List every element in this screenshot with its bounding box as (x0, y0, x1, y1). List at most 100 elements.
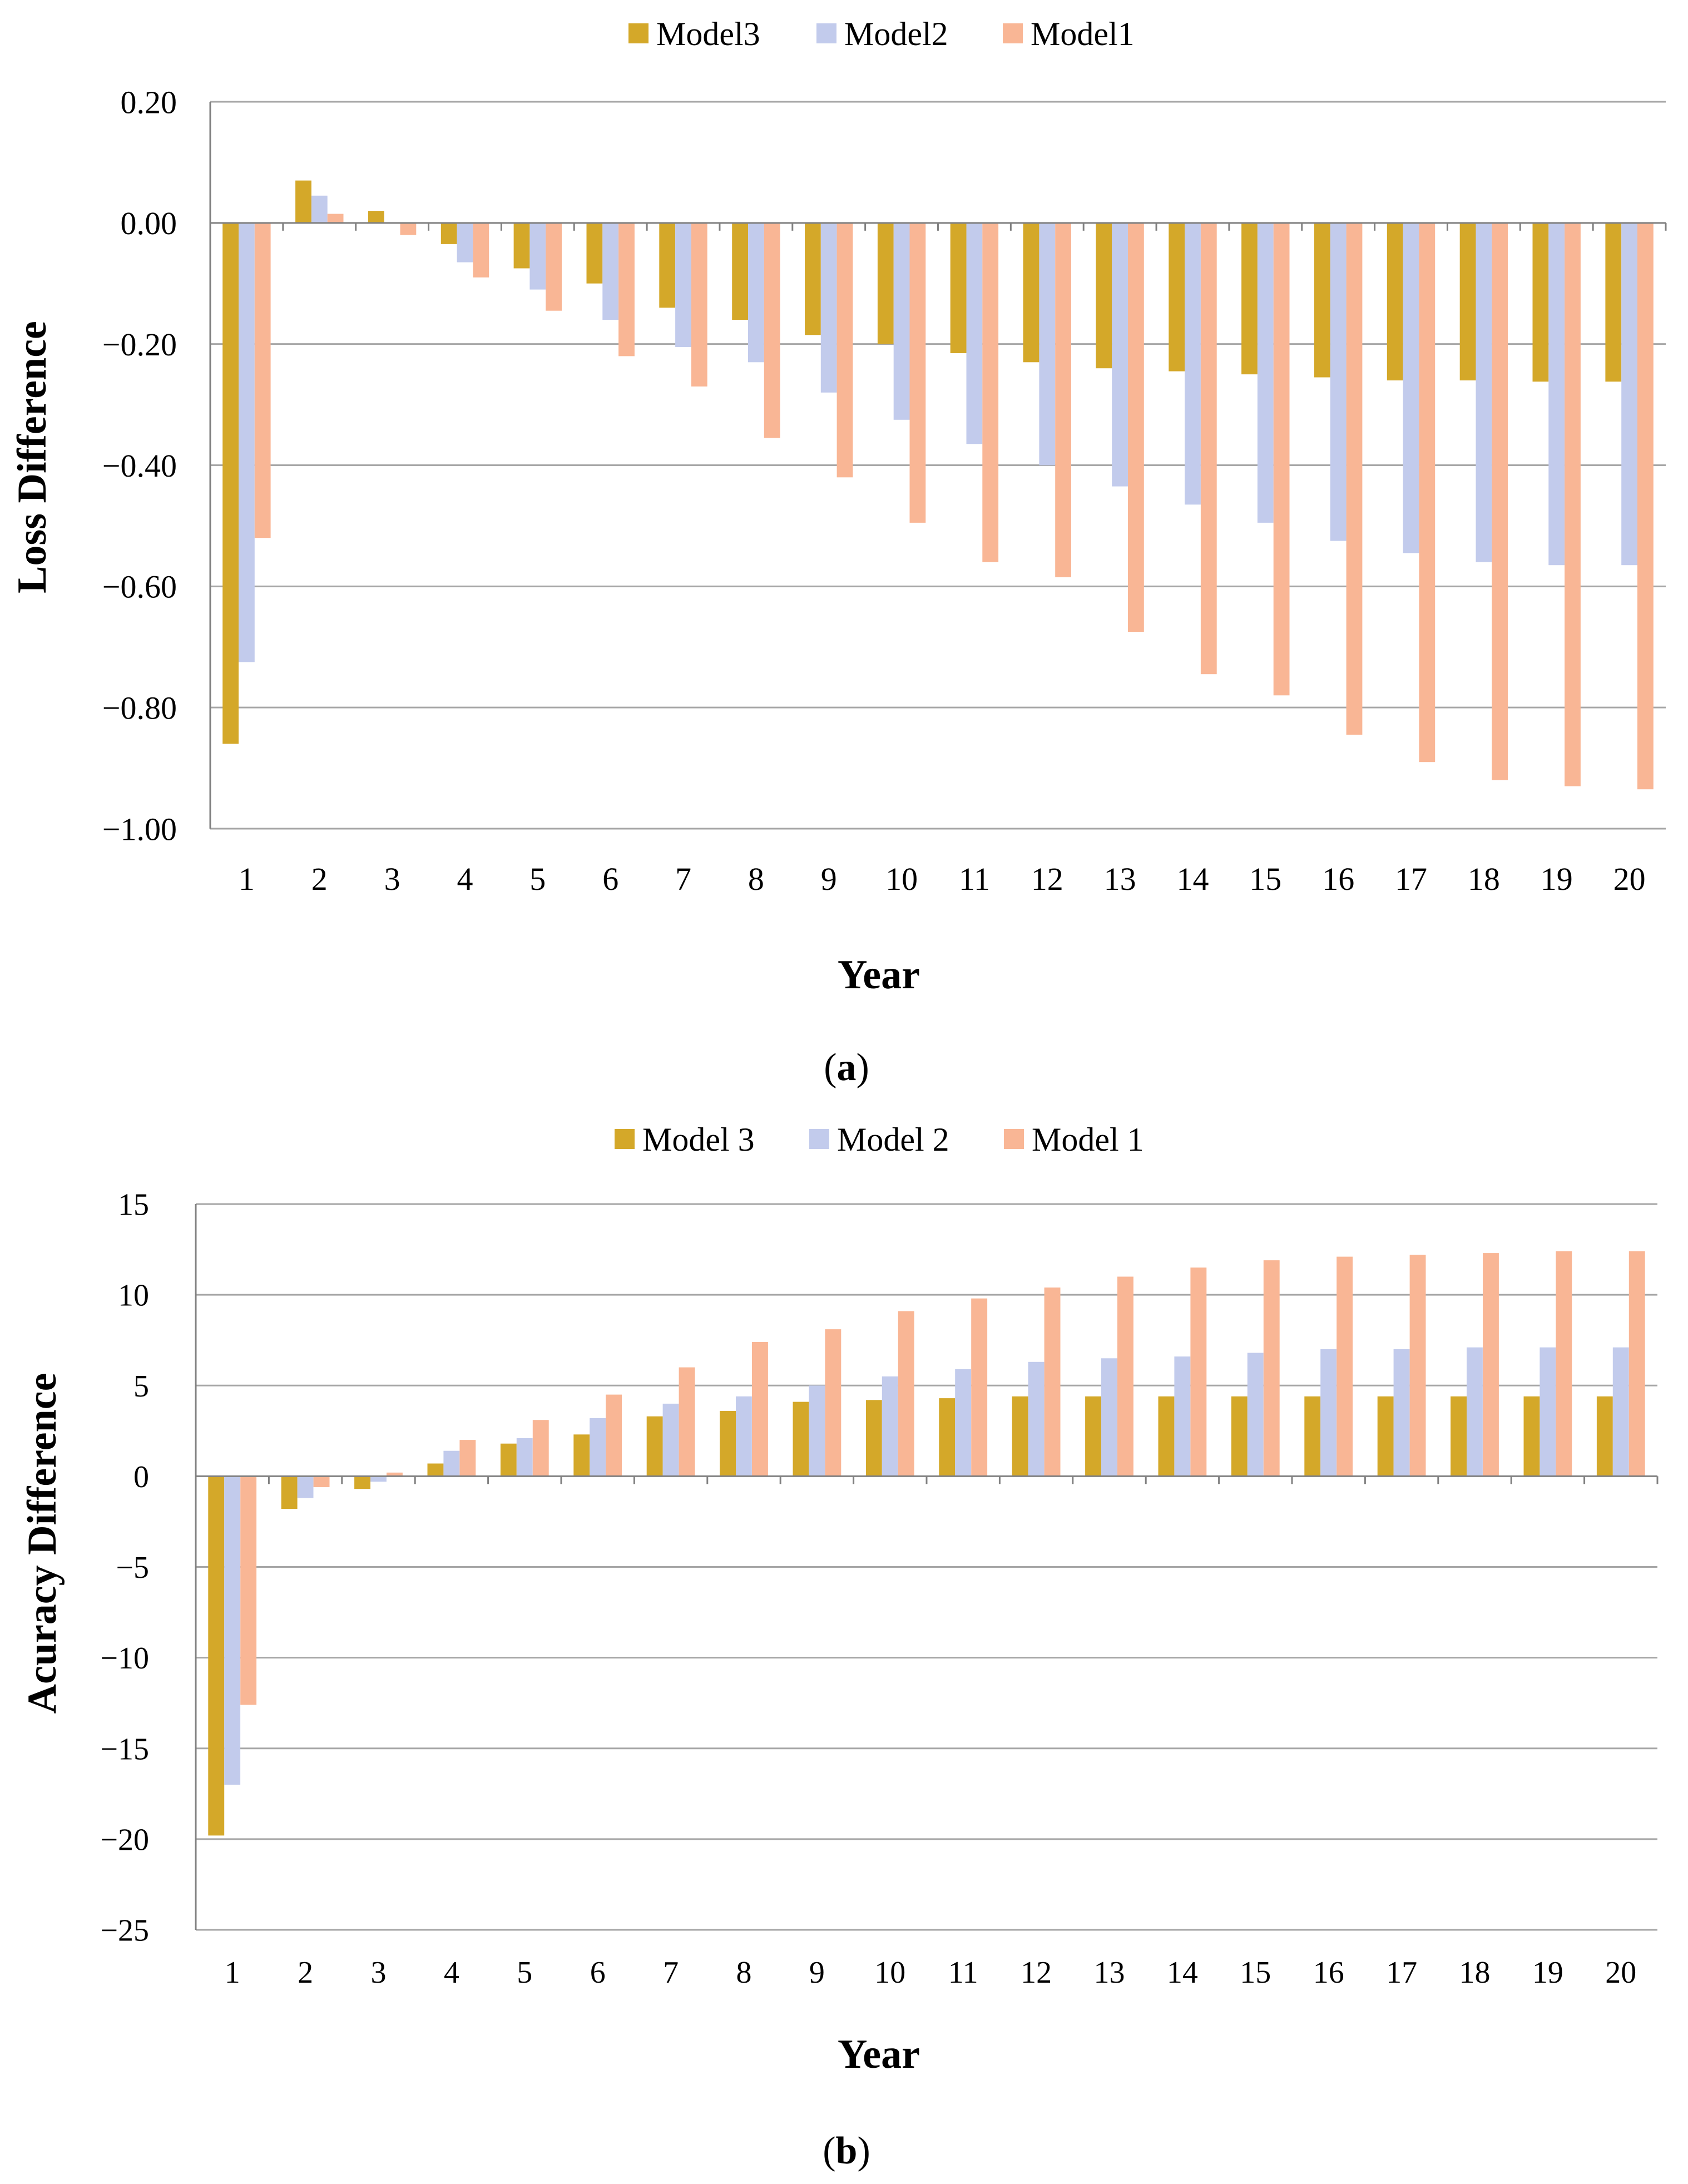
bar-model3-year-6 (573, 1434, 590, 1477)
bar-model2-year-12 (1028, 1361, 1045, 1477)
bar-model1-year-20 (1637, 222, 1654, 790)
bar-model1-year-1 (254, 222, 271, 538)
bar-model1-year-16 (1346, 222, 1363, 735)
y-tick-label: −0.20 (102, 326, 177, 363)
bar-model3-year-12 (1023, 222, 1039, 363)
legend-b: Model 3 Model 2 Model 1 (615, 1121, 1144, 1158)
bar-model2-year-18 (1467, 1347, 1483, 1477)
bar-model2-year-5 (529, 222, 546, 290)
bar-model2-year-20 (1612, 1347, 1629, 1477)
legend-label-model3: Model3 (656, 16, 760, 52)
legend-label-model1: Model1 (1031, 16, 1135, 52)
bar-model2-year-10 (893, 222, 910, 420)
y-tick-label: 0 (133, 1460, 149, 1494)
bar-model1-year-14 (1190, 1267, 1207, 1477)
bar-model3-year-12 (1012, 1396, 1028, 1477)
bar-model1-year-16 (1336, 1256, 1353, 1477)
bar-model3-year-7 (659, 222, 676, 308)
bar-model2-year-8 (748, 222, 764, 363)
bar-model2-year-2 (297, 1476, 314, 1498)
bar-model2-year-3 (370, 1476, 387, 1482)
y-tick-label: −20 (100, 1823, 149, 1857)
bar-model1-year-4 (473, 222, 489, 278)
bar-model2-year-5 (516, 1438, 533, 1477)
bar-model1-year-15 (1273, 222, 1290, 696)
x-tick-label: 17 (1395, 861, 1427, 897)
bar-model1-year-7 (691, 222, 707, 387)
panel-letter-b: b (836, 2129, 858, 2172)
x-tick-label: 14 (1177, 861, 1209, 897)
bar-model2-year-13 (1101, 1358, 1117, 1477)
bar-model3-year-9 (793, 1401, 809, 1477)
x-tick-label: 15 (1249, 861, 1281, 897)
panel-label-b: (b) (823, 2129, 870, 2172)
bar-model2-year-1 (224, 1476, 241, 1785)
bar-model2-year-10 (882, 1376, 898, 1477)
bar-model3-year-5 (500, 1443, 517, 1477)
bar-model3-year-8 (720, 1410, 736, 1477)
x-tick-label: 8 (748, 861, 764, 897)
bar-model2-year-4 (443, 1450, 460, 1477)
x-tick-label: 13 (1104, 861, 1136, 897)
bar-model2-year-9 (809, 1385, 825, 1477)
x-tick-label: 19 (1532, 1955, 1563, 1990)
bar-model2-year-1 (239, 222, 255, 662)
y-tick-labels-a: 0.20 0.00 −0.20 −0.40 −0.60 −0.80 −1.00 (102, 84, 177, 847)
x-tick-label: 18 (1468, 861, 1500, 897)
bar-model1-year-11 (982, 222, 999, 562)
bar-model3-year-9 (805, 222, 821, 335)
x-tick-label: 9 (821, 861, 837, 897)
bar-model3-year-11 (950, 222, 967, 353)
x-tick-label: 2 (311, 861, 328, 897)
x-tick-label: 1 (239, 861, 255, 897)
axes-b (195, 1204, 1659, 1930)
bar-model2-year-20 (1621, 222, 1637, 566)
bar-model1-year-3 (400, 222, 417, 235)
bar-model1-year-9 (825, 1329, 841, 1477)
y-tick-label: −0.80 (102, 690, 177, 726)
bar-model3-year-10 (877, 222, 894, 344)
x-tick-labels-a: 1 2 3 4 5 6 7 8 9 10 11 12 13 14 15 16 17 18 19 20 (239, 861, 1646, 897)
bar-model2-year-16 (1330, 222, 1347, 541)
x-tick-label: 20 (1613, 861, 1646, 897)
x-tick-label: 10 (874, 1955, 905, 1990)
y-tick-label: −25 (100, 1914, 149, 1948)
x-tick-label: 12 (1021, 1955, 1052, 1990)
x-axis-title-b: Year (838, 2032, 920, 2077)
y-tick-label: −1.00 (102, 811, 177, 847)
bar-model3-year-19 (1523, 1396, 1540, 1477)
y-tick-label: 5 (133, 1369, 149, 1404)
y-tick-label: −0.40 (102, 448, 177, 484)
panel-label-a: (a) (824, 1046, 869, 1089)
x-tick-label: 11 (959, 861, 990, 897)
bar-model3-year-3 (368, 211, 384, 223)
bar-model3-year-7 (646, 1416, 663, 1477)
y-tick-label: 0.00 (121, 205, 177, 241)
bar-model1-year-8 (752, 1341, 768, 1477)
x-tick-label: 12 (1031, 861, 1063, 897)
bar-model3-year-14 (1169, 222, 1185, 372)
x-tick-label: 15 (1240, 1955, 1271, 1990)
x-tick-labels-b: 1 2 3 4 5 6 7 8 9 10 11 12 13 14 15 16 17 18 19 20 (225, 1955, 1637, 1990)
bar-model3-year-3 (354, 1476, 370, 1489)
bar-model3-year-17 (1387, 222, 1403, 380)
bar-model1-year-1 (240, 1476, 257, 1705)
y-tick-label: 0.20 (121, 84, 177, 120)
bar-model3-year-4 (427, 1463, 444, 1477)
bar-model2-year-15 (1247, 1353, 1264, 1477)
bar-model1-year-17 (1419, 222, 1435, 762)
bar-model1-year-13 (1128, 222, 1144, 632)
x-tick-label: 10 (885, 861, 918, 897)
bar-model1-year-5 (532, 1420, 549, 1477)
bar-model1-year-3 (387, 1472, 403, 1477)
bar-model3-year-15 (1231, 1396, 1248, 1477)
bar-model1-year-5 (546, 222, 562, 311)
bar-model3-year-11 (939, 1398, 956, 1477)
bar-model2-year-7 (662, 1403, 679, 1477)
legend-label-model1: Model 1 (1032, 1121, 1144, 1158)
x-tick-label: 14 (1167, 1955, 1198, 1990)
bar-model2-year-14 (1174, 1356, 1191, 1477)
bar-model3-year-5 (513, 222, 530, 269)
x-tick-label: 19 (1541, 861, 1573, 897)
